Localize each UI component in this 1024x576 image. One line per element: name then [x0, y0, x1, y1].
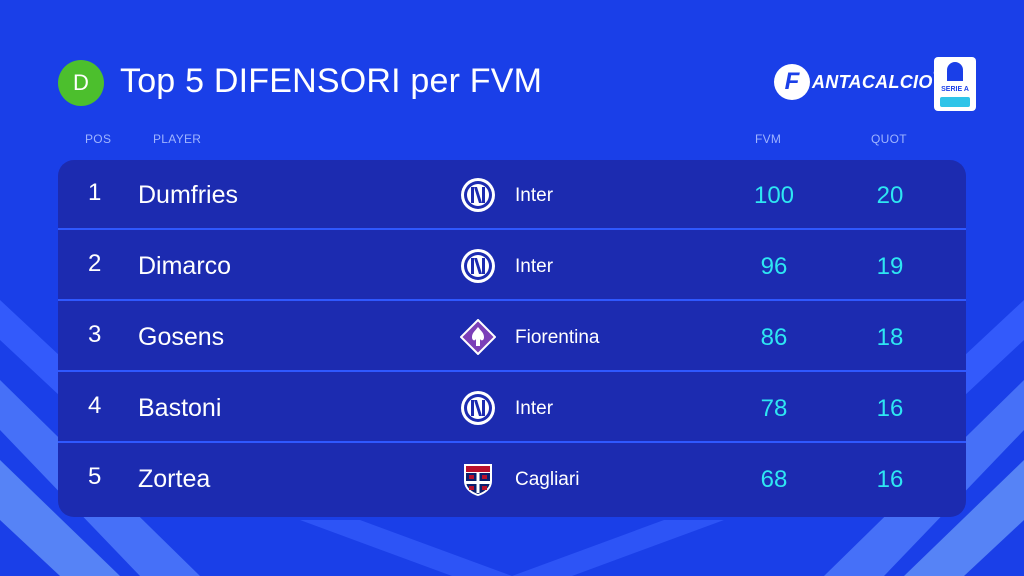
- team-name: Inter: [515, 185, 554, 206]
- inter-crest-icon: [461, 249, 495, 283]
- fiorentina-crest-icon: [460, 319, 496, 355]
- position: 4: [88, 392, 102, 419]
- column-header-pos: POS: [85, 132, 112, 146]
- table-row: 5 Zortea Cagliari 68 16: [58, 444, 966, 514]
- team-name: Inter: [515, 398, 554, 419]
- fvm-value: 86: [760, 324, 788, 351]
- column-header-fvm: FVM: [755, 132, 782, 146]
- quot-value: 16: [876, 466, 904, 493]
- team-name: Fiorentina: [515, 327, 600, 348]
- inter-crest-icon: [461, 391, 495, 425]
- row-divider: [58, 299, 966, 301]
- player-name: Dimarco: [138, 252, 232, 280]
- quot-value: 19: [876, 253, 904, 280]
- row-divider: [58, 441, 966, 443]
- ranking-table: 1 Dumfries Inter 100 20 2 Dimarco Inter …: [58, 160, 966, 517]
- role-badge: D: [58, 60, 104, 106]
- table-row: 1 Dumfries Inter 100 20: [58, 160, 966, 230]
- player-name: Gosens: [138, 323, 225, 351]
- table-row: 2 Dimarco Inter 96 19: [58, 231, 966, 301]
- row-divider: [58, 370, 966, 372]
- row-divider: [58, 228, 966, 230]
- player-name: Dumfries: [138, 181, 239, 209]
- page-title: Top 5 DIFENSORI per FVM: [120, 62, 543, 100]
- position: 2: [88, 250, 102, 277]
- player-name: Zortea: [138, 465, 211, 493]
- fvm-value: 68: [760, 466, 788, 493]
- quot-value: 18: [876, 324, 904, 351]
- quot-value: 16: [876, 395, 904, 422]
- serie-a-logo: SERIE A: [934, 57, 976, 111]
- player-name: Bastoni: [138, 394, 222, 422]
- brand-initial: F: [774, 64, 810, 100]
- fvm-value: 96: [760, 253, 788, 280]
- quot-value: 20: [876, 182, 904, 209]
- team-name: Inter: [515, 256, 554, 277]
- brand-text: ANTACALCIO: [812, 71, 933, 92]
- position: 1: [88, 179, 102, 206]
- position: 5: [88, 463, 102, 490]
- team-name: Cagliari: [515, 469, 580, 490]
- position: 3: [88, 321, 102, 348]
- fantacalcio-logo: F ANTACALCIO ®: [774, 62, 940, 102]
- table-row: 3 Gosens Fiorentina 86 18: [58, 302, 966, 372]
- fvm-value: 100: [753, 182, 795, 209]
- column-header-player: PLAYER: [153, 132, 202, 146]
- cagliari-crest-icon: [464, 464, 492, 496]
- column-header-quot: QUOT: [871, 132, 907, 146]
- inter-crest-icon: [461, 178, 495, 212]
- serie-a-logo-text: SERIE A: [941, 86, 969, 93]
- table-row: 4 Bastoni Inter 78 16: [58, 373, 966, 443]
- fvm-value: 78: [760, 395, 788, 422]
